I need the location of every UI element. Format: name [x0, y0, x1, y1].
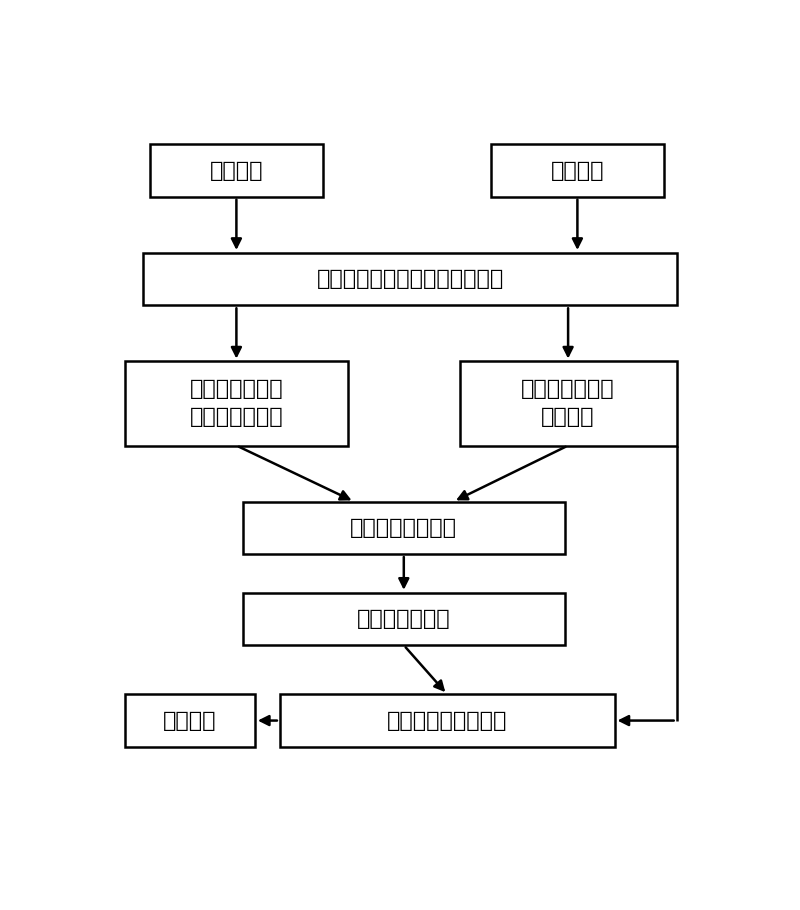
FancyBboxPatch shape — [242, 592, 565, 645]
FancyBboxPatch shape — [125, 694, 255, 747]
FancyBboxPatch shape — [280, 694, 614, 747]
FancyBboxPatch shape — [125, 361, 348, 446]
Text: 表面典型相关预测: 表面典型相关预测 — [350, 518, 458, 538]
Text: 训练样本: 训练样本 — [210, 160, 263, 180]
Text: 待测被试: 待测被试 — [550, 160, 604, 180]
Text: 计算表面上顶点
间的结构相关性: 计算表面上顶点 间的结构相关性 — [190, 379, 283, 428]
FancyBboxPatch shape — [150, 145, 323, 197]
FancyBboxPatch shape — [490, 145, 664, 197]
FancyBboxPatch shape — [143, 253, 677, 306]
FancyBboxPatch shape — [459, 361, 677, 446]
Text: 预测得到的表面: 预测得到的表面 — [357, 609, 450, 629]
Text: 检测结果: 检测结果 — [163, 711, 217, 731]
FancyBboxPatch shape — [242, 501, 565, 554]
Text: 表面顶点对距离计算: 表面顶点对距离计算 — [387, 711, 507, 731]
Text: 图像预处理及大脑皮层表面重建: 图像预处理及大脑皮层表面重建 — [316, 269, 504, 289]
Text: 待测被试感兴趣
区域选择: 待测被试感兴趣 区域选择 — [522, 379, 615, 428]
